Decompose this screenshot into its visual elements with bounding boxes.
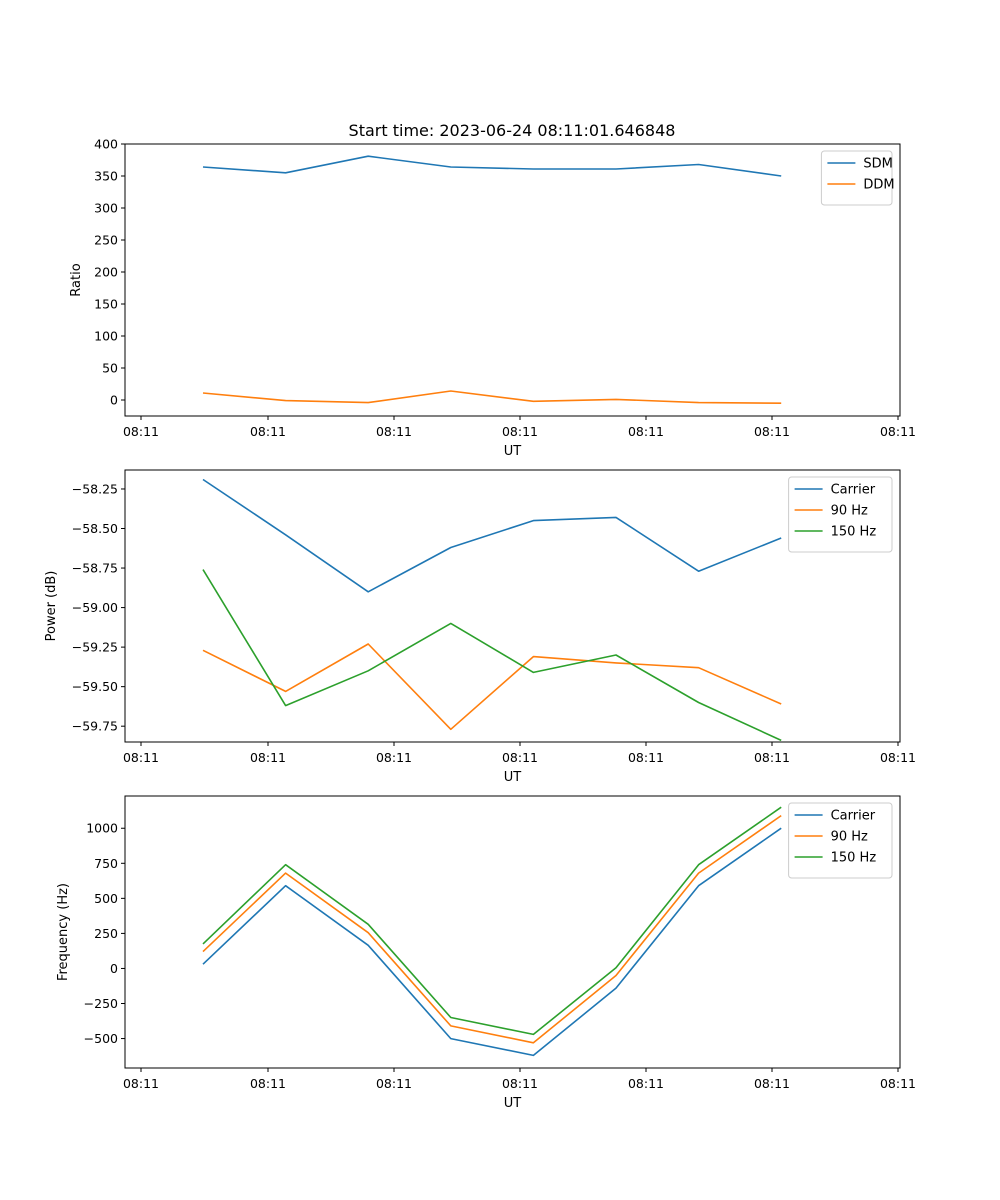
x-tick-label: 08:11 [502,424,538,439]
y-tick-label: −58.50 [72,521,118,536]
x-tick-label: 08:11 [376,424,412,439]
x-tick-label: 08:11 [123,750,159,765]
x-tick-label: 08:11 [250,424,286,439]
y-tick-label: −58.25 [72,481,118,496]
y-tick-label: −500 [84,1031,118,1046]
y-tick-label: 50 [102,361,118,376]
series-line-150-hz [202,806,782,1036]
x-tick-label: 08:11 [754,750,790,765]
y-tick-label: 0 [110,393,118,408]
y-tick-label: −59.00 [72,600,118,615]
legend-box [820,150,893,206]
y-tick-label: 750 [94,856,118,871]
series-line-90-hz [202,643,782,731]
y-tick-label: 150 [94,297,118,312]
x-tick-label: 08:11 [502,1076,538,1091]
x-axis-label: UT [504,1096,522,1111]
axes-frame [124,795,901,1069]
y-tick-label: 200 [94,265,118,280]
series-line-carrier [202,478,782,593]
plots-container: 0 50 100 150 200 250 300 350 400 08:11 08:11 08:11 0… [44,137,916,1112]
legend-box [788,476,893,553]
x-tick-label: 08:11 [628,750,664,765]
x-tick-label: 08:11 [376,750,412,765]
y-tick-label: 250 [94,926,118,941]
y-tick-label: 500 [94,891,118,906]
x-tick-label: 08:11 [754,424,790,439]
subplot-3: −500 −250 0 250 500 750 1000 08:11 08:11 08:11 08:… [56,795,916,1111]
x-tick-label: 08:11 [123,1076,159,1091]
series-line-90-hz [202,814,782,1044]
x-tick-label: 08:11 [250,1076,286,1091]
legend-entry: 90 Hz [831,504,868,519]
y-tick-label: 100 [94,329,118,344]
subplot-1: 0 50 100 150 200 250 300 350 400 08:11 08:11 08:11 0… [69,137,916,460]
legend-entry: 150 Hz [831,525,877,540]
axes-frame [124,469,901,743]
x-axis-label: UT [504,444,522,459]
y-tick-label: −59.50 [72,679,118,694]
legend-entry: SDM [863,157,892,172]
y-axis-label: Frequency (Hz) [56,883,71,981]
legend: Carrier 90 Hz 150 Hz [788,476,893,553]
y-axis-label: Power (dB) [44,571,59,642]
y-tick-label: 300 [94,201,118,216]
x-tick-label: 08:11 [880,424,916,439]
x-axis-label: UT [504,770,522,785]
x-tick-label: 08:11 [628,1076,664,1091]
legend: Carrier 90 Hz 150 Hz [788,802,893,879]
legend-entry: 90 Hz [831,830,868,845]
y-tick-label: −250 [84,996,118,1011]
legend-entry: Carrier [831,809,876,824]
y-tick-label: −59.75 [72,719,118,734]
x-tick-label: 08:11 [123,424,159,439]
figure-title: Start time: 2023-06-24 08:11:01.646848 [349,121,676,140]
legend-entry: Carrier [831,483,876,498]
y-tick-label: 250 [94,233,118,248]
legend: SDM DDM [820,150,895,206]
x-tick-label: 08:11 [880,750,916,765]
legend-entry: DDM [863,178,894,193]
series-line-sdm [202,155,782,177]
x-tick-label: 08:11 [250,750,286,765]
subplot-2: −59.75 −59.50 −59.25 −59.00 −58.75 −58.50 −58.… [44,469,916,785]
y-tick-label: 0 [110,961,118,976]
legend-box [788,802,893,879]
y-tick-label: −58.75 [72,561,118,576]
y-tick-label: 1000 [86,821,118,836]
x-tick-label: 08:11 [754,1076,790,1091]
y-tick-label: −59.25 [72,640,118,655]
series-line-carrier [202,827,782,1057]
y-axis-label: Ratio [69,263,84,296]
x-tick-label: 08:11 [880,1076,916,1091]
legend-entry: 150 Hz [831,851,877,866]
x-tick-label: 08:11 [628,424,664,439]
axes-frame [124,143,901,417]
y-tick-label: 350 [94,169,118,184]
series-line-150-hz [202,569,782,742]
x-tick-label: 08:11 [502,750,538,765]
y-tick-label: 400 [94,137,118,152]
x-tick-label: 08:11 [376,1076,412,1091]
series-line-ddm [202,390,782,404]
